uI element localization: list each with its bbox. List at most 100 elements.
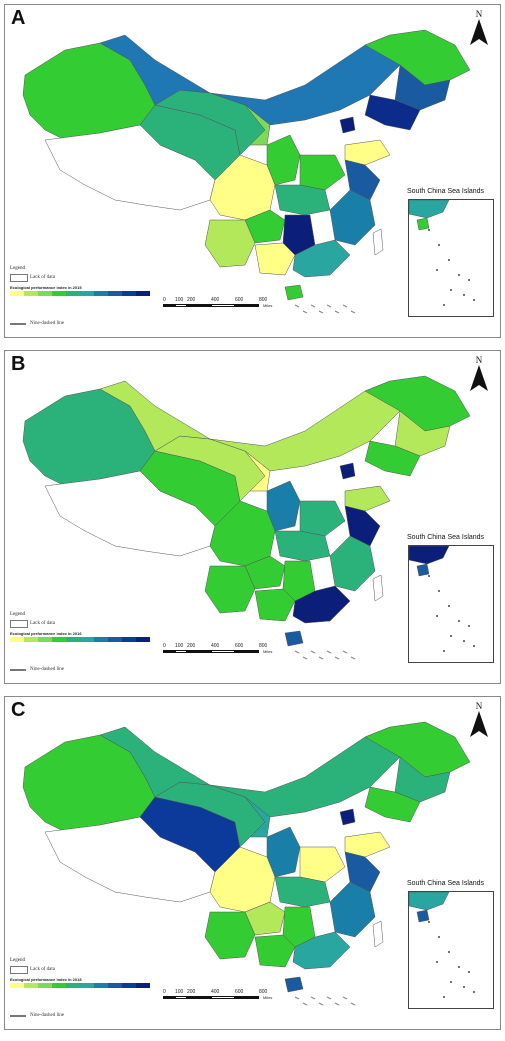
region-hubei — [274, 184, 331, 216]
region-guangxi — [254, 242, 296, 276]
nine-dash-segment — [310, 650, 316, 654]
no-data-swatch — [10, 274, 28, 282]
nine-dash-segment — [310, 304, 316, 308]
region-jiangsu — [344, 851, 381, 893]
region-ningxia — [244, 104, 271, 146]
island-marker — [428, 575, 430, 577]
nine-dash-segment — [334, 656, 340, 660]
no-data-swatch — [10, 966, 28, 974]
region-jiangsu — [344, 505, 381, 547]
nine-dash-segment — [350, 656, 356, 660]
legend-ramp-cell — [24, 983, 38, 988]
legend-ramp — [10, 637, 150, 642]
map-legend: Legend Lack of data Ecological performance… — [10, 958, 180, 1024]
scale-unit: Miles — [263, 649, 273, 654]
region-taiwan — [372, 574, 384, 602]
china-map — [22, 375, 471, 660]
region-guangdong — [292, 239, 351, 278]
island-marker — [450, 981, 452, 983]
scale-segment — [175, 996, 187, 999]
nine-dash-segment — [318, 310, 324, 314]
legend-heading: Legend — [10, 266, 25, 271]
region-liaoning — [364, 440, 421, 477]
map-panel-c: C N Legend Lack of data Ecological performan… — [4, 696, 501, 1030]
island-marker — [450, 289, 452, 291]
nine-dash-line-swatch — [10, 323, 26, 325]
legend-ramp-cell — [52, 291, 66, 296]
region-hainan — [284, 630, 304, 647]
map-legend: Legend Lack of data Ecological performance… — [10, 612, 180, 678]
scale-segment — [235, 996, 259, 999]
scale-label: 800 — [259, 297, 268, 303]
island-marker — [438, 590, 440, 592]
scale-unit: Miles — [263, 303, 273, 308]
region-hainan — [284, 976, 304, 993]
legend-ramp-cell — [52, 983, 66, 988]
legend-ramp-cell — [122, 637, 136, 642]
region-henan — [299, 500, 346, 537]
legend-ramp-cell — [122, 291, 136, 296]
region-yunnan — [204, 565, 256, 614]
legend-heading: Legend — [10, 958, 25, 963]
nine-dash-segment — [334, 310, 340, 314]
legend-ramp-cell — [66, 291, 80, 296]
island-marker — [473, 991, 475, 993]
region-guangxi — [254, 588, 296, 622]
legend-ramp-cell — [136, 291, 150, 296]
legend-ramp-cell — [10, 291, 24, 296]
island-marker — [438, 244, 440, 246]
nine-dash-segment — [342, 996, 348, 1000]
nine-dash-segment — [342, 304, 348, 308]
inset-map — [408, 545, 475, 652]
north-arrow-icon: N — [466, 355, 492, 395]
region-ningxia — [244, 450, 271, 492]
scale-label: 100 — [175, 643, 184, 649]
region-shandong — [344, 831, 391, 858]
legend-ramp-cell — [24, 637, 38, 642]
nine-dash-segment — [294, 304, 300, 308]
nine-dash-segment — [294, 650, 300, 654]
island-marker — [448, 605, 450, 607]
legend-ramp-cell — [24, 291, 38, 296]
inset-hainan — [416, 217, 430, 231]
region-shandong — [344, 485, 391, 512]
island-marker — [448, 259, 450, 261]
legend-ramp-cell — [80, 291, 94, 296]
no-data-label: Lack of data — [30, 967, 55, 972]
nine-dash-line-label: Nine-dashed line — [30, 667, 65, 672]
legend-ramp-cell — [108, 637, 122, 642]
island-marker — [438, 936, 440, 938]
legend-ramp-cell — [38, 291, 52, 296]
legend-ramp-cell — [108, 291, 122, 296]
nine-dash-segment — [302, 310, 308, 314]
region-jiangsu — [344, 159, 381, 201]
no-data-label: Lack of data — [30, 275, 55, 280]
island-marker — [463, 986, 465, 988]
nine-dash-segment — [350, 1002, 356, 1006]
island-marker — [458, 966, 460, 968]
island-marker — [463, 640, 465, 642]
island-marker — [450, 635, 452, 637]
region-beijing — [339, 462, 356, 480]
scale-label: 600 — [235, 643, 244, 649]
scale-label: 100 — [175, 297, 184, 303]
island-marker — [458, 620, 460, 622]
nine-dash-segment — [318, 1002, 324, 1006]
scale-segment — [235, 650, 259, 653]
nine-dash-segment — [310, 996, 316, 1000]
south-china-sea-inset: South China Sea Islands — [407, 880, 494, 1009]
island-marker — [473, 645, 475, 647]
legend-ramp-cell — [10, 637, 24, 642]
nine-dash-segment — [302, 656, 308, 660]
legend-heading: Legend — [10, 612, 25, 617]
legend-ramp-cell — [80, 637, 94, 642]
map-panel-a: A N Legend Lack of data Ecological performan… — [4, 4, 501, 338]
map-panel-b: B N Legend Lack of data Ecological performan… — [4, 350, 501, 684]
region-beijing — [339, 116, 356, 134]
south-china-sea-inset: South China Sea Islands — [407, 534, 494, 663]
nine-dash-segment — [326, 304, 332, 308]
region-beijing — [339, 808, 356, 826]
nine-dash-segment — [334, 1002, 340, 1006]
nine-dash-segment — [326, 996, 332, 1000]
scale-segment — [187, 996, 211, 999]
